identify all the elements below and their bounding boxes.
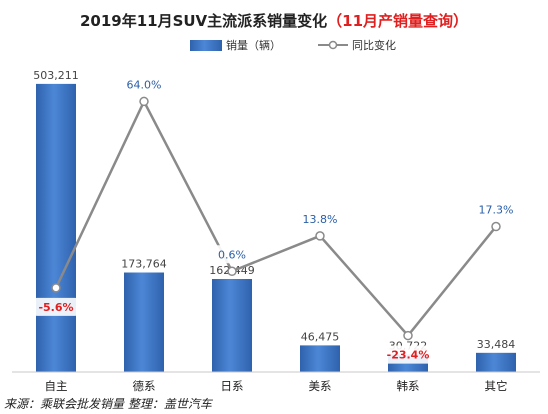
yoy-label-0: -5.6%	[35, 297, 77, 316]
legend-bar-swatch	[190, 40, 222, 51]
yoy-label-box-0	[35, 297, 77, 316]
category-labels: 自主 德系 日系 美系 韩系 其它	[45, 379, 508, 393]
yoy-point-2	[227, 266, 237, 277]
legend-line-marker	[328, 40, 338, 50]
yoy-line	[54, 98, 497, 338]
legend: 销量（辆） 同比变化	[190, 38, 396, 52]
chart-title: 2019年11月SUV主流派系销量变化（11月产销量查询）	[80, 12, 468, 30]
bar-value-label-1: 173,764	[121, 258, 167, 271]
yoy-point-0	[51, 283, 61, 293]
bar-5	[476, 352, 516, 372]
yoy-label-text-4: -23.4%	[387, 349, 430, 362]
category-label-0: 自主	[45, 379, 68, 393]
chart-title-main: 2019年11月SUV主流派系销量变化	[80, 12, 327, 30]
bar-1	[124, 272, 164, 372]
category-label-2: 日系	[221, 379, 244, 393]
yoy-label-text-0: -5.6%	[38, 301, 73, 314]
line-series	[51, 96, 501, 341]
yoy-label-text-1: 64.0%	[127, 78, 162, 91]
source-note: 来源：乘联会批发销量 整理：盖世汽车	[4, 397, 214, 411]
bar-value-label-3: 46,475	[301, 330, 340, 343]
percent-labels: -5.6% 64.0% 0.6% 13.8% -23.4% 17.3%	[35, 75, 517, 364]
yoy-point-3	[315, 231, 325, 241]
bar-0	[36, 83, 76, 373]
yoy-label-4: -23.4%	[383, 345, 433, 364]
yoy-label-box-3	[299, 209, 341, 228]
yoy-label-3: 13.8%	[299, 209, 341, 228]
category-label-5: 其它	[485, 379, 508, 393]
bars	[36, 83, 516, 373]
bar-3	[300, 345, 340, 372]
bar-value-label-5: 33,484	[477, 338, 516, 351]
yoy-point-5	[491, 221, 501, 232]
yoy-point-1	[139, 96, 149, 107]
category-label-3: 美系	[309, 379, 332, 393]
category-label-1: 德系	[133, 379, 156, 393]
yoy-label-box-4	[383, 345, 433, 364]
yoy-label-1: 64.0%	[123, 75, 165, 94]
yoy-label-5: 17.3%	[475, 200, 517, 219]
yoy-label-text-3: 13.8%	[303, 213, 338, 226]
yoy-point-4	[403, 330, 413, 341]
bar-value-label-0: 503,211	[33, 69, 79, 82]
bar-2	[212, 278, 252, 372]
yoy-label-text-2: 0.6%	[218, 248, 246, 261]
yoy-label-box-1	[123, 75, 165, 94]
yoy-label-box-2	[214, 245, 250, 264]
yoy-label-text-5: 17.3%	[479, 204, 514, 217]
legend-bar-label: 销量（辆）	[226, 38, 281, 52]
legend-line-label: 同比变化	[352, 38, 396, 52]
yoy-label-2: 0.6%	[214, 245, 250, 264]
chart-subtitle: （11月产销量查询）	[327, 12, 468, 30]
yoy-label-box-5	[475, 200, 517, 219]
category-label-4: 韩系	[397, 379, 420, 393]
